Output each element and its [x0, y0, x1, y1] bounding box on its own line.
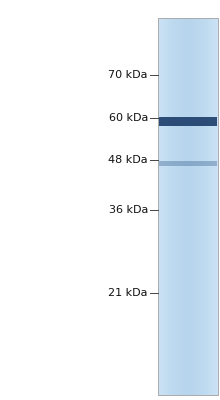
Text: 21 kDa: 21 kDa: [108, 288, 148, 298]
Text: 36 kDa: 36 kDa: [109, 205, 148, 215]
Text: 60 kDa: 60 kDa: [109, 113, 148, 123]
Bar: [158, 18, 218, 395]
Text: 70 kDa: 70 kDa: [108, 70, 148, 80]
Bar: [159, 116, 217, 126]
Text: 48 kDa: 48 kDa: [108, 155, 148, 165]
Bar: [159, 160, 217, 166]
